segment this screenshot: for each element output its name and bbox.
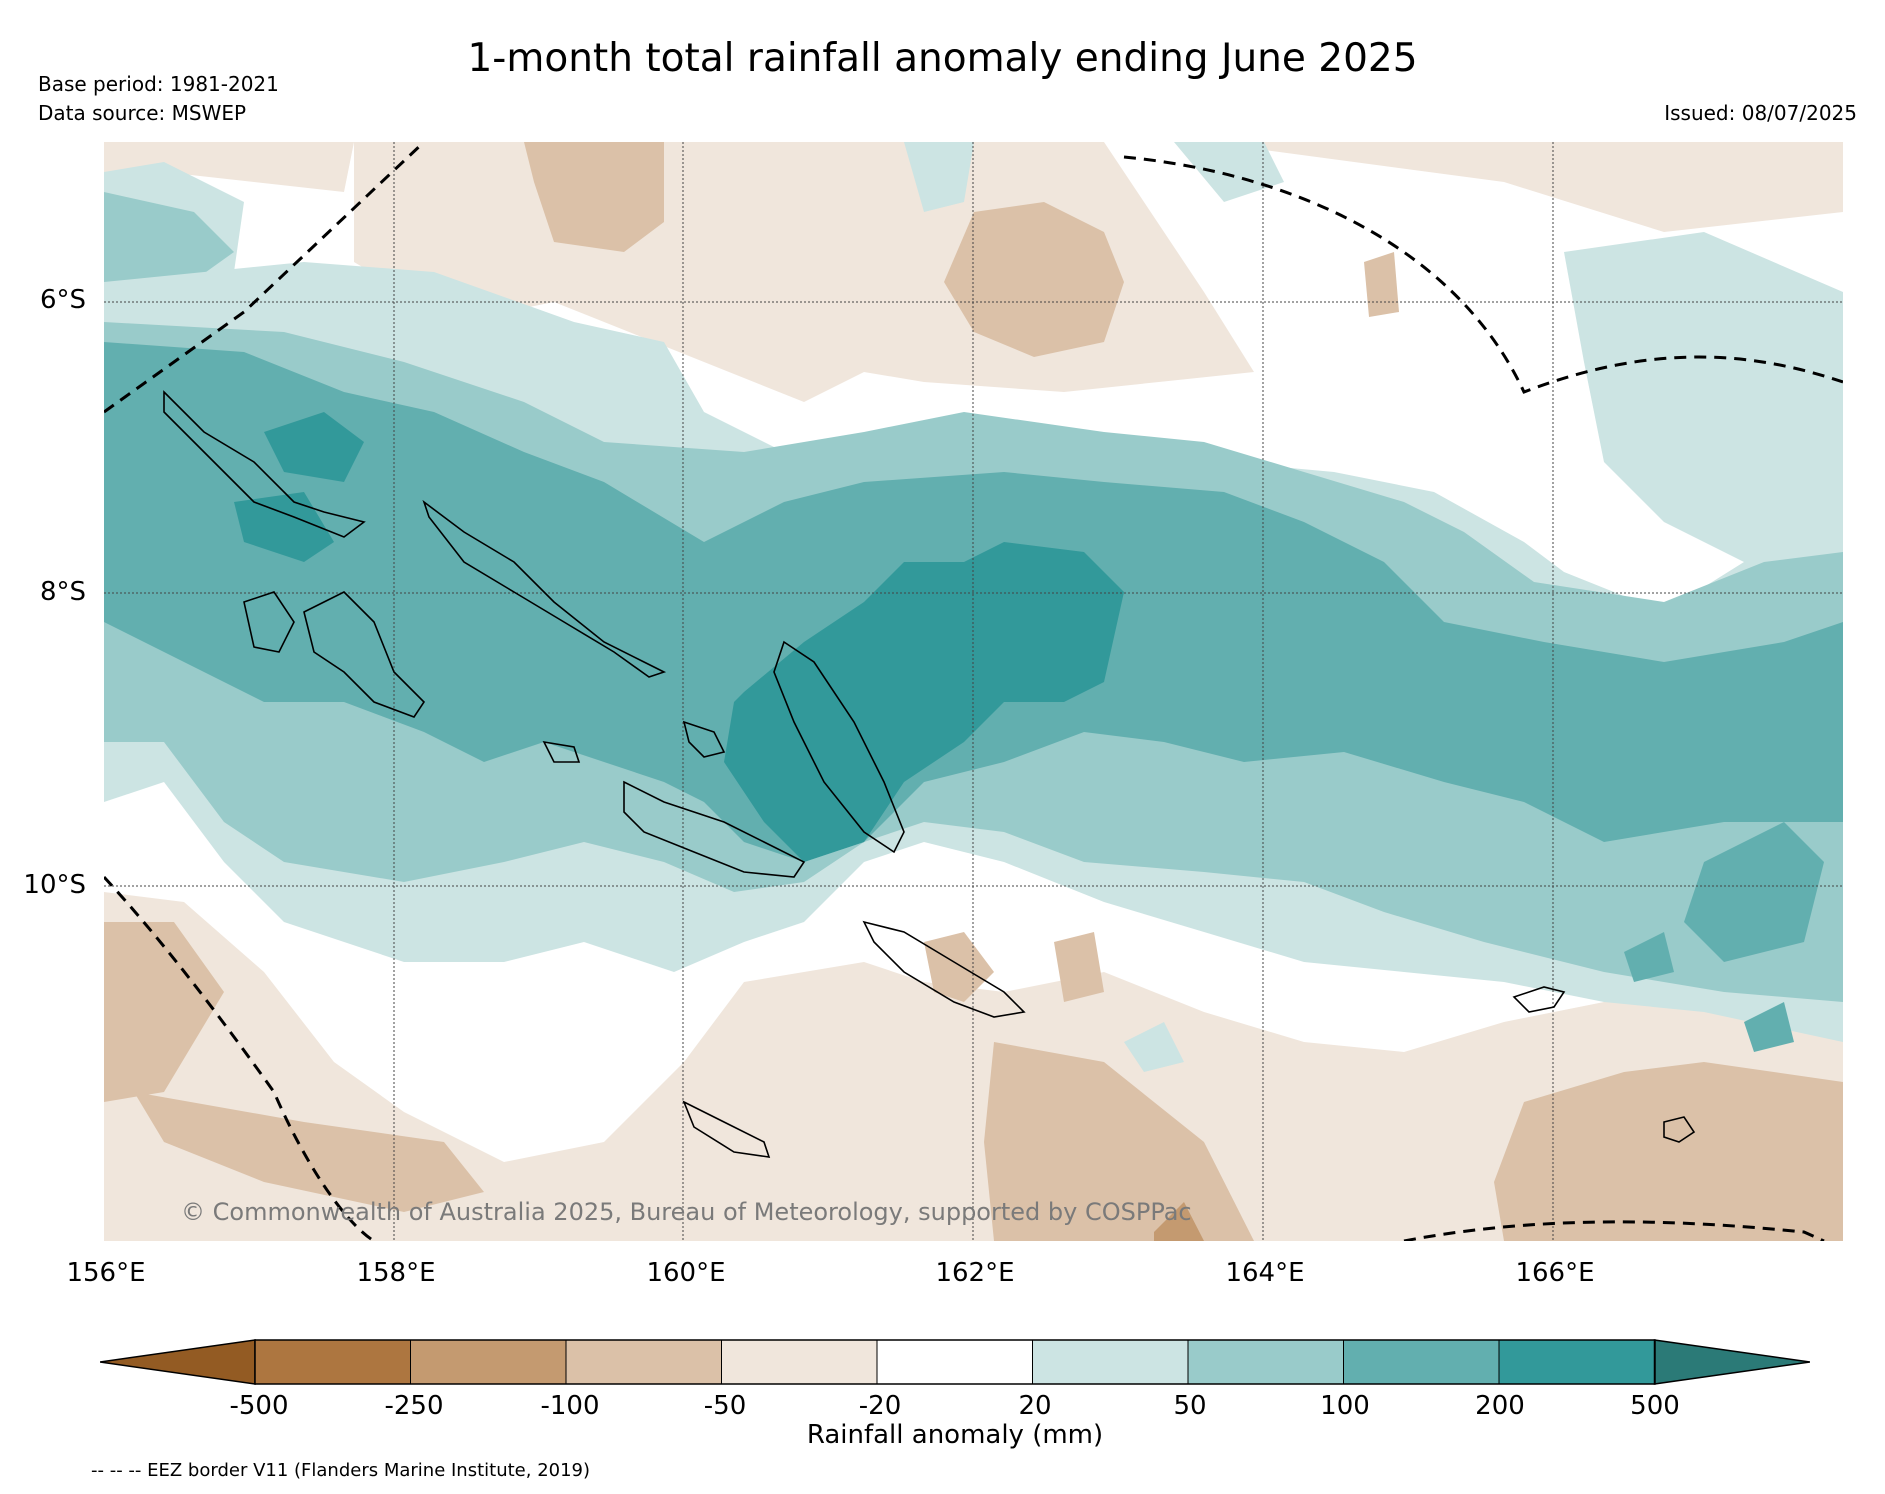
island-coastlines <box>163 390 1696 1158</box>
graticule-lines <box>104 142 1843 1241</box>
lon-label-158e: 158°E <box>356 1258 436 1288</box>
colorbar-tick: 500 <box>1630 1391 1680 1421</box>
eez-border-lines <box>104 142 1843 1241</box>
colorbar-segment <box>1187 1339 1344 1385</box>
data-source-label: Data source: MSWEP <box>38 101 247 125</box>
colorbar-tick: 200 <box>1475 1391 1525 1421</box>
colorbar-extend-high <box>1653 1339 1810 1385</box>
lon-label-162e: 162°E <box>935 1258 1015 1288</box>
colorbar-tick: -250 <box>384 1391 444 1421</box>
vella-lavella-island <box>243 591 295 653</box>
colorbar-segment <box>1032 1339 1189 1385</box>
colorbar-tick: -500 <box>229 1391 289 1421</box>
russell-islands <box>542 740 581 763</box>
issued-date-label: Issued: 08/07/2025 <box>1664 101 1857 125</box>
dry-anomaly-regions <box>104 142 1843 1241</box>
colorbar-segment <box>565 1339 722 1385</box>
rainfall-colorbar <box>100 1339 1810 1385</box>
base-period-label: Base period: 1981-2021 <box>38 72 279 96</box>
lon-label-166e: 166°E <box>1515 1258 1595 1288</box>
copyright-notice: © Commonwealth of Australia 2025, Bureau… <box>181 1198 1192 1226</box>
colorbar-tick: 20 <box>1018 1391 1052 1421</box>
santa-cruz-island <box>1512 986 1566 1013</box>
rennell-island <box>682 1100 771 1158</box>
rainfall-anomaly-map <box>104 142 1843 1241</box>
map-title: 1-month total rainfall anomaly ending Ju… <box>467 36 1418 81</box>
colorbar-segment <box>1343 1339 1500 1385</box>
lon-label-160e: 160°E <box>646 1258 726 1288</box>
lat-label-6s: 6°S <box>39 285 86 315</box>
lon-label-156e: 156°E <box>66 1258 146 1288</box>
colorbar-segment <box>254 1339 411 1385</box>
colorbar-tick: -100 <box>540 1391 600 1421</box>
malaita-island <box>773 640 905 854</box>
anuta-island <box>1663 1116 1696 1143</box>
colorbar-extend-low <box>100 1339 256 1385</box>
new-georgia-island <box>303 591 426 718</box>
colorbar-tick: -50 <box>703 1391 747 1421</box>
colorbar-segment <box>410 1339 567 1385</box>
map-canvas <box>104 142 1843 1241</box>
colorbar-tick: 100 <box>1320 1391 1370 1421</box>
guadalcanal-island <box>623 780 806 878</box>
lat-label-10s: 10°S <box>23 870 86 900</box>
colorbar-segment <box>1498 1339 1655 1385</box>
colorbar-tick: -20 <box>858 1391 902 1421</box>
makira-island <box>862 920 1026 1018</box>
colorbar-segment <box>876 1339 1033 1385</box>
eez-border-legend: -- -- -- EEZ border V11 (Flanders Marine… <box>91 1460 591 1481</box>
colorbar-tick: 50 <box>1173 1391 1207 1421</box>
lat-label-8s: 8°S <box>39 577 86 607</box>
lon-label-164e: 164°E <box>1225 1258 1305 1288</box>
colorbar-label: Rainfall anomaly (mm) <box>806 1420 1104 1450</box>
choiseul-island <box>163 390 366 538</box>
colorbar-segment <box>721 1339 878 1385</box>
santa-isabel-island <box>422 499 667 678</box>
florida-islands <box>682 720 726 758</box>
